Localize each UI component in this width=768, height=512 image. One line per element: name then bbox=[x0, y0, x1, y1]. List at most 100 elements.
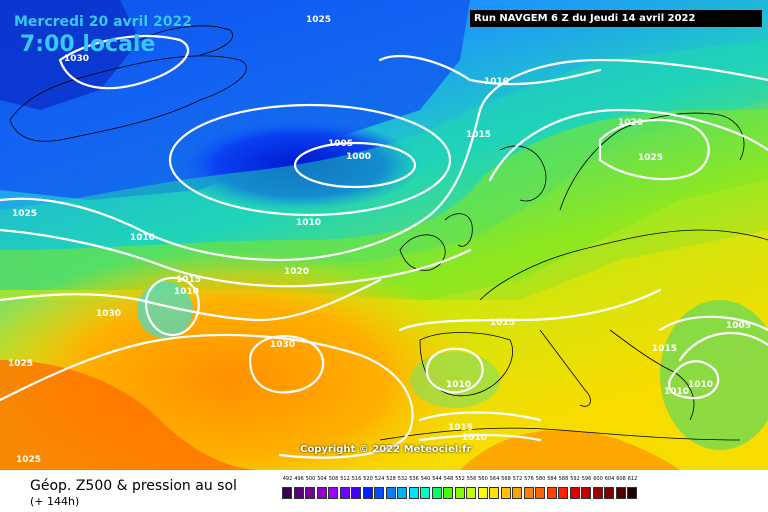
scale-swatch bbox=[420, 487, 430, 499]
isobar-label: 1005 bbox=[328, 139, 353, 149]
scale-label: 528 bbox=[386, 476, 396, 482]
isobar-label: 1020 bbox=[618, 118, 643, 128]
scale-swatch bbox=[374, 487, 384, 499]
scale-swatch bbox=[362, 487, 373, 499]
scale-label: 516 bbox=[351, 476, 362, 482]
scale-label: 608 bbox=[616, 476, 626, 482]
isobar-label: 1015 bbox=[466, 130, 491, 140]
scale-label: 576 bbox=[524, 476, 534, 482]
scale-swatch bbox=[305, 487, 315, 499]
scale-label: 604 bbox=[604, 476, 615, 482]
isobar-label: 1005 bbox=[726, 321, 751, 331]
scale-label: 580 bbox=[535, 476, 546, 482]
scale-swatch bbox=[397, 487, 407, 499]
scale-label: 584 bbox=[547, 476, 557, 482]
scale-swatch bbox=[293, 487, 304, 499]
scale-swatch bbox=[408, 487, 419, 499]
scale-label: 512 bbox=[340, 476, 350, 482]
scale-swatch bbox=[466, 487, 476, 499]
scale-swatch bbox=[477, 487, 488, 499]
scale-label: 520 bbox=[363, 476, 373, 482]
isobar-label: 1000 bbox=[346, 152, 371, 162]
isobar-label: 1010 bbox=[174, 287, 199, 297]
scale-label: 532 bbox=[397, 476, 408, 482]
scale-swatch bbox=[558, 487, 568, 499]
scale-swatch bbox=[615, 487, 626, 499]
scale-swatch bbox=[431, 487, 442, 499]
isobar-label: 1010 bbox=[446, 380, 471, 390]
scale-swatch bbox=[351, 487, 361, 499]
scale-label: 496 bbox=[294, 476, 304, 482]
scale-swatch bbox=[316, 487, 327, 499]
isobar-label: 1010 bbox=[664, 387, 689, 397]
scale-swatch bbox=[546, 487, 557, 499]
scale-label: 568 bbox=[501, 476, 511, 482]
scale-label: 492 bbox=[282, 476, 293, 482]
scale-label: 556 bbox=[466, 476, 477, 482]
scale-swatch bbox=[454, 487, 465, 499]
scale-swatch bbox=[523, 487, 534, 499]
scale-swatch bbox=[443, 487, 453, 499]
scale-swatch bbox=[500, 487, 511, 499]
scale-label: 548 bbox=[443, 476, 454, 482]
isobars bbox=[0, 34, 768, 459]
atlantic-cold-pool bbox=[137, 282, 193, 338]
cyan-band bbox=[0, 40, 768, 270]
scale-swatch bbox=[385, 487, 396, 499]
scale-label: 508 bbox=[328, 476, 339, 482]
isobar-label: 1025 bbox=[12, 209, 37, 219]
scale-label: 540 bbox=[420, 476, 431, 482]
isobar-labels: 1025 1030 1010 1005 1000 1015 1020 1025 … bbox=[8, 15, 751, 465]
scale-swatch bbox=[282, 487, 292, 499]
scale-swatch bbox=[627, 487, 637, 499]
scale-swatch bbox=[604, 487, 614, 499]
isobar-label: 1010 bbox=[130, 233, 155, 243]
copyright-notice: Copyright © 2022 Meteociel.fr bbox=[300, 444, 472, 455]
hot-region-sahara bbox=[460, 430, 680, 470]
isobar-label: 1010 bbox=[296, 218, 321, 228]
scale-label: 524 bbox=[374, 476, 385, 482]
scale-swatch bbox=[339, 487, 350, 499]
iberia-cold-pool bbox=[410, 352, 500, 408]
legend-footer: Géop. Z500 & pression au sol (+ 144h) bbox=[0, 470, 768, 512]
scale-label: 564 bbox=[489, 476, 500, 482]
hot-region-southwest bbox=[0, 360, 260, 470]
scale-label: 596 bbox=[581, 476, 592, 482]
isobar-label: 1020 bbox=[284, 267, 309, 277]
coastlines bbox=[9, 25, 768, 441]
isobar-label: 1025 bbox=[16, 455, 41, 465]
isobar-label: 1015 bbox=[448, 423, 473, 433]
isobar-label: 1015 bbox=[490, 318, 515, 328]
balkan-cold-pool bbox=[660, 300, 768, 450]
isobar-label: 1025 bbox=[638, 153, 663, 163]
scale-label: 592 bbox=[570, 476, 580, 482]
scale-label: 588 bbox=[558, 476, 569, 482]
map-title: Géop. Z500 & pression au sol bbox=[30, 478, 237, 494]
scale-swatch bbox=[581, 487, 591, 499]
isobar-label: 1010 bbox=[462, 433, 487, 443]
scale-label: 504 bbox=[317, 476, 327, 482]
scale-swatch bbox=[535, 487, 545, 499]
isobar-label: 1030 bbox=[270, 340, 295, 350]
weather-map: 1025 1030 1010 1005 1000 1015 1020 1025 … bbox=[0, 0, 768, 470]
forecast-date: Mercredi 20 avril 2022 bbox=[14, 14, 192, 30]
isobar-label: 1010 bbox=[688, 380, 713, 390]
scale-label: 612 bbox=[627, 476, 638, 482]
forecast-time: 7:00 locale bbox=[20, 32, 156, 57]
scale-swatch bbox=[569, 487, 580, 499]
isobar-label: 1025 bbox=[8, 359, 33, 369]
scale-swatch bbox=[592, 487, 603, 499]
scale-label: 536 bbox=[409, 476, 419, 482]
scale-swatch bbox=[328, 487, 338, 499]
isobar-label: 1015 bbox=[652, 344, 677, 354]
scale-label: 552 bbox=[455, 476, 465, 482]
scale-swatch bbox=[489, 487, 499, 499]
scale-label: 600 bbox=[593, 476, 603, 482]
isobar-label: 1010 bbox=[484, 77, 509, 87]
scale-label: 544 bbox=[432, 476, 442, 482]
scale-label: 500 bbox=[305, 476, 316, 482]
forecast-lead-time: (+ 144h) bbox=[30, 495, 80, 508]
scale-swatch bbox=[512, 487, 522, 499]
scale-label: 572 bbox=[512, 476, 523, 482]
